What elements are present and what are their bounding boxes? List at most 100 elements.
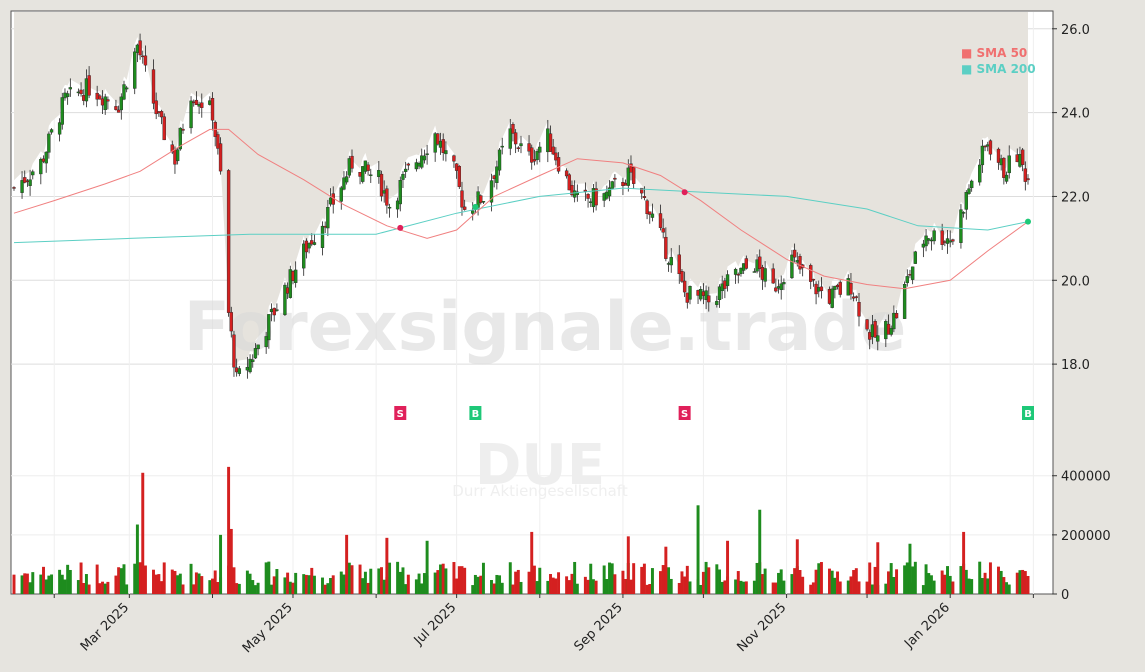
candle-body (640, 187, 644, 194)
volume-bar (817, 563, 821, 594)
ticker-watermark: DUE (475, 433, 605, 498)
volume-bar (283, 577, 287, 594)
volume-bar (739, 580, 743, 594)
volume-bar (1015, 572, 1019, 594)
volume-bar (98, 583, 102, 594)
candle-body (189, 100, 193, 129)
volume-bar (28, 582, 32, 594)
volume-bar (870, 584, 874, 594)
volume-bar (1023, 571, 1027, 594)
candle-body (20, 180, 24, 193)
candle-body (551, 146, 555, 155)
candle-body (307, 243, 311, 249)
volume-bar (828, 568, 831, 594)
candle-body (344, 176, 349, 183)
candle-body (792, 249, 797, 258)
volume-bar (192, 584, 196, 594)
volume-bar (339, 571, 343, 594)
candle-body (267, 314, 271, 341)
volume-bar (857, 581, 861, 594)
volume-tick-label: 200000 (1061, 529, 1111, 544)
candle-body (232, 334, 236, 368)
candle-body (758, 256, 762, 270)
volume-bar (707, 567, 711, 594)
volume-bar (436, 570, 440, 594)
volume-bar (39, 574, 43, 594)
volume-bar (884, 583, 888, 594)
volume-bar (852, 570, 856, 594)
volume-spike-bar (229, 528, 233, 594)
candle-body (744, 258, 749, 269)
candle-body (924, 235, 928, 247)
volume-bar (406, 574, 410, 594)
signal-label: S (397, 409, 404, 420)
volume-bar (208, 580, 212, 594)
volume-bar (911, 566, 915, 594)
volume-bar (924, 564, 928, 594)
volume-bar (683, 576, 687, 594)
volume-bar (565, 576, 569, 594)
candle-body (892, 312, 896, 330)
volume-bar (921, 585, 925, 594)
candle-body (940, 230, 944, 245)
volume-bar (661, 565, 665, 594)
volume-spike-bar (626, 536, 630, 594)
volume-bar (621, 570, 625, 594)
price-axis: 18.0 20.0 22.0 24.0 26.0 (1052, 23, 1090, 373)
candle-body (422, 155, 427, 161)
candle-body (865, 319, 869, 330)
volume-bar (211, 578, 214, 594)
volume-bar (948, 575, 952, 594)
date-tick-label: Jul 2025 (411, 600, 460, 649)
candle-body (87, 75, 91, 96)
candle-body (326, 207, 330, 229)
volume-bar (178, 573, 182, 594)
candle-body (403, 168, 408, 172)
volume-bar (833, 577, 837, 594)
volume-bar (771, 582, 775, 594)
volume-bar (642, 563, 646, 594)
candle-body (39, 159, 43, 175)
volume-bar (170, 569, 174, 594)
candle-body (677, 254, 681, 275)
candle-body (830, 288, 834, 308)
sma-200-line (13, 187, 1029, 244)
candle-body (932, 230, 936, 242)
candle-body (151, 69, 156, 104)
candle-body (143, 55, 148, 66)
candle-body (361, 166, 365, 182)
volume-bar (838, 581, 842, 594)
candle-body (103, 96, 107, 111)
volume-bars (12, 466, 1030, 594)
volume-bar (718, 569, 721, 594)
candle-body (460, 190, 464, 208)
date-axis: Mar 2025 May 2025 Jul 2025 Sep 2025 Nov 2025… (53, 594, 1034, 656)
candle-body (119, 96, 123, 111)
volume-bar (160, 581, 164, 594)
candle-body (951, 239, 955, 242)
volume-bar (793, 568, 797, 594)
candle-body (650, 213, 655, 218)
volume-bar (495, 574, 499, 594)
crossover-dot (397, 224, 404, 231)
volume-bar (44, 579, 48, 594)
price-tick-label: 26.0 (1061, 23, 1090, 38)
candle-body (210, 98, 215, 121)
volume-bar (932, 580, 936, 594)
candle-body (68, 87, 73, 90)
candle-body (538, 146, 542, 153)
candle-body (575, 191, 580, 195)
volume-bar (95, 564, 99, 594)
volume-bar (20, 575, 24, 594)
volume-bar (103, 583, 107, 594)
date-tick-label: Jan 2026 (901, 600, 953, 652)
candle-body (838, 282, 842, 295)
candle-body (248, 358, 252, 373)
candle-body (497, 149, 502, 171)
crossover-dot (1025, 218, 1031, 225)
candle-body (444, 150, 448, 155)
volume-bar (79, 562, 83, 594)
volume-bar (286, 572, 290, 594)
